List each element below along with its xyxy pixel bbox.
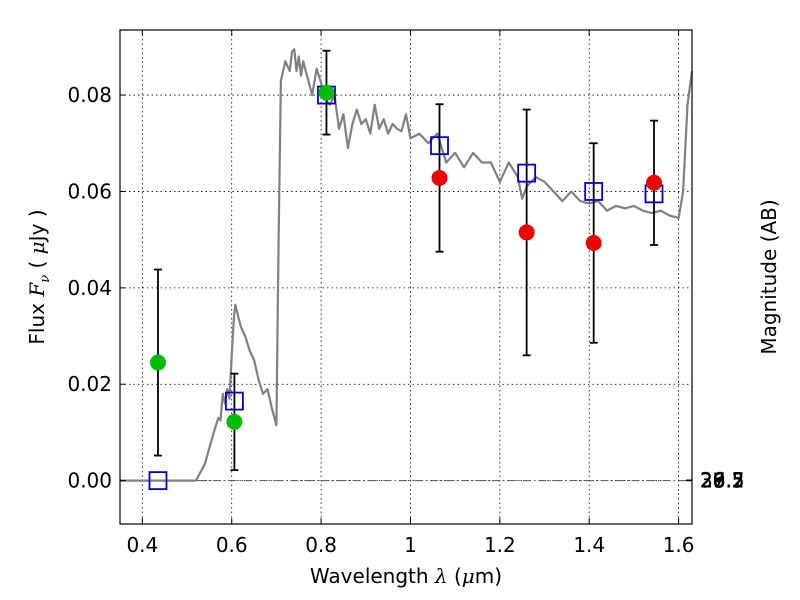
axes-frame <box>119 29 693 525</box>
y2-axis-title: Magnitude (AB) <box>757 199 781 354</box>
model-band-square <box>430 136 449 156</box>
x-tick-label: 1.6 <box>663 533 695 557</box>
y2-tick-label: 26.5 <box>700 468 745 492</box>
x-tick-label: 0.4 <box>126 533 158 557</box>
y-tick-label: 0.08 <box>67 83 112 107</box>
y2-tick-label: 29 <box>700 469 725 493</box>
circle-marker-layer <box>149 84 663 430</box>
x-axis-title: Wavelength λ (μm) <box>310 564 502 588</box>
x-tick-label: 1.2 <box>484 533 516 557</box>
data-point <box>149 354 166 371</box>
y-tick-label: 0.00 <box>67 469 112 493</box>
model-band-square <box>517 163 537 183</box>
y-tick-label: 0.06 <box>67 179 112 203</box>
y2-tick-label: 27.2 <box>700 468 745 492</box>
x-tick-label: 1 <box>404 533 417 557</box>
y-axis-title: Flux Fν ( μJy ) <box>25 209 53 344</box>
y2-tick-label: 30 <box>700 469 725 493</box>
y2-tick-label: 26.7 <box>700 468 745 492</box>
y2-tick-label: 28.5 <box>700 469 745 493</box>
y2-tick-label: 28 <box>700 469 725 493</box>
data-point <box>318 84 335 101</box>
plot-area <box>120 30 692 524</box>
spectrum-line <box>120 48 694 482</box>
x-ticks: 0.4 0.6 0.8 1 1.2 1.4 1.6 <box>126 30 695 557</box>
y-tick-label: 0.04 <box>67 276 112 300</box>
data-point <box>226 413 243 430</box>
model-band-square <box>148 471 168 491</box>
y-tick-label: 0.02 <box>67 372 112 396</box>
model-band-square <box>224 391 244 411</box>
x-tick-label: 0.6 <box>216 533 248 557</box>
model-band-square <box>584 182 604 201</box>
y2-tick-label: 27.5 <box>700 468 745 492</box>
spectrum-layer <box>120 48 694 482</box>
y2-tick-label: 27 <box>700 468 725 492</box>
data-point <box>646 174 663 191</box>
data-point <box>518 224 535 241</box>
data-point <box>431 169 448 186</box>
y-ticks: 0.00 0.02 0.04 0.06 0.08 <box>67 83 126 493</box>
x-tick-label: 1.4 <box>573 533 605 557</box>
x-tick-label: 0.8 <box>305 533 337 557</box>
data-point <box>585 235 602 252</box>
